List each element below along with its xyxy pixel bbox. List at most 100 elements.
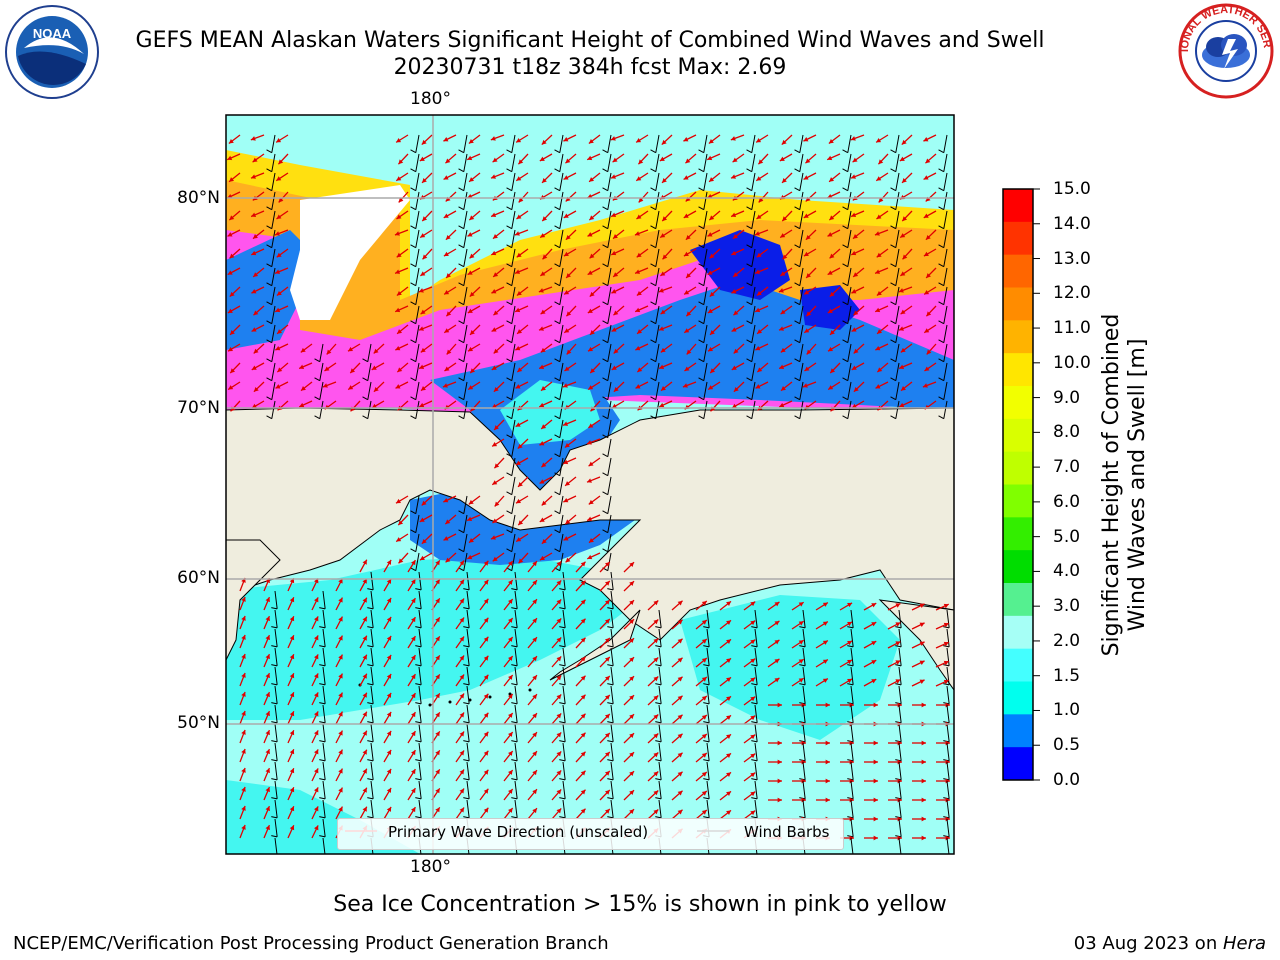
wave-arrow-head — [829, 215, 835, 221]
map-frame — [225, 114, 955, 855]
wind-barb — [890, 305, 900, 325]
wave-arrow-head — [445, 519, 451, 525]
wave-arrow-head — [276, 176, 282, 181]
wind-barb — [266, 191, 276, 211]
wave-arrow-head — [468, 138, 474, 144]
wave-arrow-head — [604, 637, 610, 643]
wave-arrow-head — [373, 386, 379, 392]
wave-arrow-head — [658, 288, 664, 293]
wind-barb — [362, 343, 372, 363]
wave-arrow-head — [540, 309, 546, 315]
wind-barb — [271, 704, 278, 724]
wave-arrow-head — [805, 158, 811, 164]
wave-arrow-head — [923, 137, 929, 142]
wave-arrow-head — [847, 621, 853, 627]
wave-arrow-head — [873, 702, 878, 708]
wave-arrow-head — [758, 159, 764, 165]
wave-arrow-head — [919, 679, 925, 684]
wave-arrow-head — [350, 368, 356, 374]
colorbar-segment — [1003, 615, 1033, 650]
wind-barb — [842, 229, 852, 249]
wave-arrow-head — [435, 769, 440, 775]
wind-barb — [271, 628, 278, 648]
wave-arrow-head — [418, 288, 424, 293]
wave-arrow-head — [566, 349, 572, 355]
wave-arrow-head — [532, 789, 537, 795]
wave-arrow-head — [604, 732, 610, 738]
wind-barb — [458, 362, 468, 382]
wind-barb — [511, 609, 518, 629]
wind-barb — [410, 191, 420, 211]
wind-barb — [602, 533, 612, 553]
wind-barb — [559, 609, 566, 629]
wind-barb — [415, 571, 422, 591]
wind-barb — [271, 742, 278, 762]
wave-arrow-head — [709, 291, 715, 297]
wind-barb — [410, 153, 420, 173]
wind-barb — [703, 799, 710, 819]
wave-arrow-head — [443, 137, 449, 142]
wave-arrow-head — [774, 620, 780, 626]
wave-arrow-head — [491, 403, 497, 409]
wave-arrow-head — [435, 598, 440, 604]
wave-arrow-head — [610, 174, 616, 179]
wind-barb — [559, 628, 566, 648]
wave-arrow-head — [825, 797, 830, 803]
wave-arrow-head — [822, 659, 828, 664]
wave-arrow-head — [589, 215, 595, 221]
wind-barb — [650, 324, 660, 344]
wave-arrow-head — [386, 749, 392, 755]
wind-barb — [698, 210, 708, 230]
wave-arrow-head — [756, 138, 762, 143]
wave-arrow-head — [590, 330, 595, 335]
colorbar-segment — [1003, 484, 1033, 518]
wind-barb — [410, 305, 420, 325]
wave-arrow-head — [338, 749, 343, 755]
wave-arrow-head — [677, 790, 683, 796]
wind-barb — [751, 647, 758, 667]
wave-arrow-head — [419, 517, 425, 522]
wave-arrow-head — [777, 740, 782, 746]
wave-arrow-head — [750, 715, 756, 721]
wave-arrow-head — [420, 271, 426, 276]
wave-arrow-head — [635, 384, 641, 389]
wave-arrow-head — [895, 641, 901, 646]
wave-arrow-head — [420, 309, 426, 315]
wind-barb — [602, 438, 612, 458]
wave-arrow-head — [659, 364, 665, 369]
wave-arrow-head — [726, 639, 732, 644]
wave-arrow-head — [539, 402, 545, 408]
wave-arrow-head — [276, 290, 282, 296]
wave-arrow-head — [241, 786, 246, 792]
wave-arrow-head — [634, 231, 640, 236]
wave-arrow-head — [539, 441, 545, 446]
wind-barb — [271, 723, 278, 743]
wind-barb — [794, 153, 804, 173]
wind-barb — [847, 666, 854, 686]
wave-arrow-head — [611, 212, 617, 217]
wind-barb — [319, 666, 326, 686]
wave-arrow-head — [253, 386, 259, 392]
wave-arrow-head — [750, 620, 756, 626]
wind-barb — [799, 666, 806, 686]
ocean-mid-patch-2 — [680, 595, 900, 740]
wind-barb — [746, 134, 756, 154]
wave-arrow-head — [241, 634, 246, 640]
wave-arrow-head — [604, 808, 610, 814]
wind-barb — [607, 685, 614, 705]
wind-barb — [650, 229, 660, 249]
wave-arrow-head — [828, 385, 834, 390]
wind-barb — [458, 248, 468, 268]
wave-arrow-head — [467, 516, 473, 521]
wave-arrow-head — [825, 702, 830, 708]
wind-barb — [319, 818, 326, 838]
wave-arrow-head — [541, 462, 547, 468]
wind-barb — [890, 210, 900, 230]
wind-barb — [607, 609, 614, 629]
wave-arrow-head — [756, 176, 762, 181]
wave-arrow-head — [386, 559, 392, 565]
wind-barb — [703, 704, 710, 724]
colorbar — [1003, 188, 1040, 781]
wave-arrow-head — [467, 554, 473, 560]
wind-barb — [559, 723, 566, 743]
